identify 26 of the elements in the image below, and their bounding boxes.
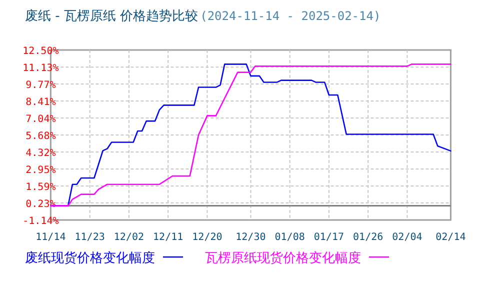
y-tick-label: 8.41% <box>26 96 56 108</box>
y-tick-label: 11.13% <box>22 63 59 74</box>
x-tick-label: 11/14 <box>36 232 66 243</box>
y-tick-label: 4.32% <box>26 148 56 159</box>
y-tick-label: 5.68% <box>26 131 56 142</box>
x-tick-label: 12/11 <box>153 232 184 243</box>
y-tick-label: 9.77% <box>26 80 56 92</box>
x-tick-label: 01/17 <box>314 232 344 243</box>
y-tick-label: 2.95% <box>26 165 56 176</box>
x-tick-label: 12/20 <box>192 232 222 243</box>
x-tick-label: 12/02 <box>114 232 144 243</box>
y-tick-label: -1.14% <box>22 216 59 227</box>
y-tick-label: 12.50% <box>22 46 59 57</box>
x-tick-label: 12/30 <box>236 232 266 243</box>
x-tick-label: 01/26 <box>353 232 384 243</box>
x-tick-label: 11/23 <box>74 232 105 243</box>
chart-subtitle: (2024-11-14 - 2025-02-14) <box>200 9 381 23</box>
y-tick-label: 7.04% <box>26 114 56 126</box>
chart-title: 废纸 - 瓦楞原纸 价格趋势比较 <box>25 9 198 24</box>
legend-label: 废纸现货价格变化幅度 <box>25 250 155 266</box>
x-tick-label: 02/14 <box>436 232 466 243</box>
x-tick-label: 02/04 <box>392 232 422 243</box>
x-tick-label: 01/08 <box>274 232 305 243</box>
y-tick-label: 1.59% <box>26 182 56 193</box>
legend-label: 瓦楞原纸现货价格变化幅度 <box>205 250 361 266</box>
y-tick-label: 0.23% <box>26 198 56 210</box>
